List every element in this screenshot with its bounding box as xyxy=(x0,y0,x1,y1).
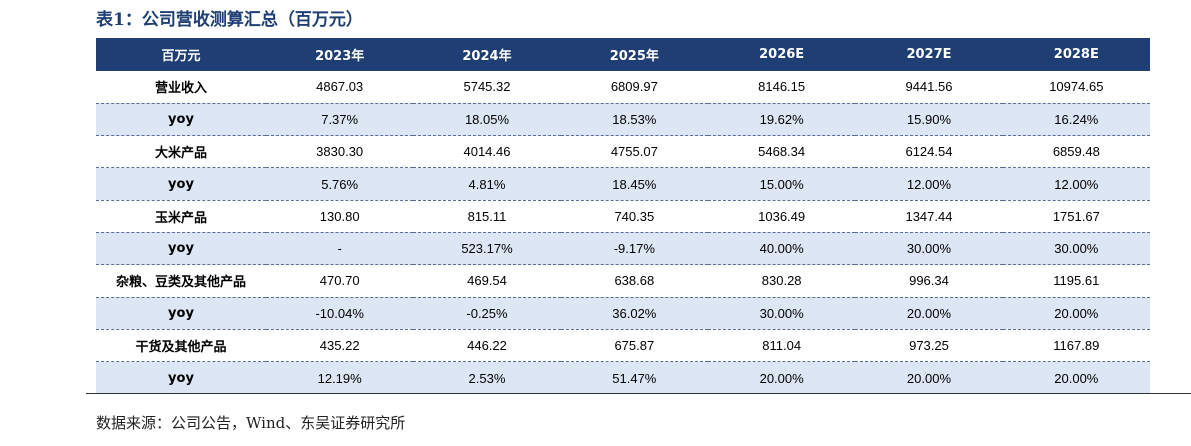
table-cell: 30.00% xyxy=(707,297,856,330)
table-row: yoy -10.04% -0.25% 36.02% 30.00% 20.00% 20.00% xyxy=(96,297,1150,330)
header-cell-2025: 2025年 xyxy=(609,49,659,64)
table-cell: 830.28 xyxy=(707,264,856,298)
table-cell: 20.00% xyxy=(855,297,1003,330)
table-cell: 675.87 xyxy=(560,329,708,363)
table-cell: -10.04% xyxy=(266,297,414,330)
table-row: 玉米产品 130.80 815.11 740.35 1036.49 1347.44 1751… xyxy=(96,200,1150,233)
table-row: 干货及其他产品 435.22 446.22 675.87 811.04 973.25 116… xyxy=(96,329,1150,363)
row-label: yoy xyxy=(96,103,266,137)
table-row: yoy 12.19% 2.53% 51.47% 20.00% 20.00% 20.00% xyxy=(96,361,1150,394)
table-cell: 1195.61 xyxy=(1002,264,1150,298)
table-cell: 130.80 xyxy=(266,200,414,233)
table-cell: 40.00% xyxy=(707,232,856,266)
table-cell: 815.11 xyxy=(413,200,561,233)
row-label: 营业收入 xyxy=(96,71,266,104)
table-cell: 1347.44 xyxy=(855,200,1003,233)
table-cell: 18.45% xyxy=(560,167,708,201)
table-cell: 523.17% xyxy=(413,232,561,266)
table-cell: 19.62% xyxy=(707,103,856,137)
header-cell-2026e: 2026E xyxy=(759,47,805,62)
table-cell: 15.90% xyxy=(855,103,1003,137)
row-label: 杂粮、豆类及其他产品 xyxy=(96,264,266,298)
row-label: 大米产品 xyxy=(96,135,266,169)
table-cell: 18.05% xyxy=(413,103,561,137)
header-cell-2027e: 2027E xyxy=(906,47,952,62)
source-note: 数据来源：公司公告，Wind、东吴证券研究所 xyxy=(96,414,406,432)
row-label: yoy xyxy=(96,297,266,330)
table-header: 百万元 2023年 2024年 2025年 2026E 2027E 2028E xyxy=(96,38,1150,71)
table-cell: 470.70 xyxy=(266,264,414,298)
table-cell: 6859.48 xyxy=(1002,135,1150,169)
table-cell: 1167.89 xyxy=(1002,329,1150,363)
table-cell: 9441.56 xyxy=(855,71,1003,104)
table-cell: 5745.32 xyxy=(413,71,561,104)
table-cell: 4014.46 xyxy=(413,135,561,169)
header-cell-2024: 2024年 xyxy=(462,49,512,64)
table-cell: 12.00% xyxy=(855,167,1003,201)
table-row: yoy 7.37% 18.05% 18.53% 19.62% 15.90% 16.24% xyxy=(96,103,1150,137)
table-cell: 12.19% xyxy=(317,370,362,386)
table-cell: 30.00% xyxy=(855,232,1003,266)
table-cell: 4867.03 xyxy=(266,71,414,104)
table-row: yoy 5.76% 4.81% 18.45% 15.00% 12.00% 12.00% xyxy=(96,167,1150,201)
revenue-forecast-table: 百万元 2023年 2024年 2025年 2026E 2027E 2028E … xyxy=(96,38,1150,394)
table-cell: - xyxy=(266,232,414,266)
table-cell: 5468.34 xyxy=(707,135,856,169)
table-cell: 20.00% xyxy=(759,370,804,386)
table-cell: 20.00% xyxy=(1054,370,1099,386)
table-cell: 16.24% xyxy=(1002,103,1150,137)
table-cell: -0.25% xyxy=(413,297,561,330)
table-cell: 638.68 xyxy=(560,264,708,298)
table-cell: 51.47% xyxy=(612,370,657,386)
table-row: 大米产品 3830.30 4014.46 4755.07 5468.34 6124.54 6… xyxy=(96,135,1150,169)
row-label: yoy xyxy=(96,167,266,201)
table-cell: 8146.15 xyxy=(707,71,856,104)
bottom-rule xyxy=(86,393,1191,394)
table-cell: 996.34 xyxy=(855,264,1003,298)
table-cell: 469.54 xyxy=(413,264,561,298)
table-cell: 4.81% xyxy=(413,167,561,201)
table-cell: 2.53% xyxy=(468,370,506,386)
table-cell: 30.00% xyxy=(1002,232,1150,266)
table-title: 表1：公司营收测算汇总（百万元） xyxy=(96,10,363,30)
table-body: 营业收入 4867.03 5745.32 6809.97 8146.15 9441.56 1… xyxy=(96,71,1150,394)
table-cell: 7.37% xyxy=(266,103,414,137)
table-cell: 20.00% xyxy=(906,370,952,386)
table-row: 营业收入 4867.03 5745.32 6809.97 8146.15 9441.56 1… xyxy=(96,71,1150,104)
table-cell: -9.17% xyxy=(560,232,708,266)
table-cell: 811.04 xyxy=(707,329,856,363)
row-label: 干货及其他产品 xyxy=(96,329,266,363)
table-cell: 12.00% xyxy=(1002,167,1150,201)
table-cell: 446.22 xyxy=(413,329,561,363)
table-cell: 1751.67 xyxy=(1002,200,1150,233)
header-cell-2028e: 2028E xyxy=(1053,47,1099,62)
table-cell: 18.53% xyxy=(560,103,708,137)
table-cell: 3830.30 xyxy=(266,135,414,169)
header-cell-2023: 2023年 xyxy=(315,49,365,64)
table-cell: 20.00% xyxy=(1002,297,1150,330)
table-cell: 6124.54 xyxy=(855,135,1003,169)
table-cell: 973.25 xyxy=(855,329,1003,363)
table-cell: 1036.49 xyxy=(707,200,856,233)
table-cell: 5.76% xyxy=(266,167,414,201)
table-cell: 6809.97 xyxy=(560,71,708,104)
row-label: yoy xyxy=(168,370,194,386)
table-row: 杂粮、豆类及其他产品 470.70 469.54 638.68 830.28 996.34… xyxy=(96,264,1150,298)
table-cell: 36.02% xyxy=(560,297,708,330)
table-cell: 435.22 xyxy=(266,329,414,363)
table-cell: 740.35 xyxy=(560,200,708,233)
table-cell: 4755.07 xyxy=(560,135,708,169)
row-label: yoy xyxy=(96,232,266,266)
header-cell-unit: 百万元 xyxy=(161,49,201,64)
row-label: 玉米产品 xyxy=(96,200,266,233)
table-cell: 10974.65 xyxy=(1002,71,1150,104)
table-cell: 15.00% xyxy=(707,167,856,201)
table-row: yoy -523.17% -9.17% 40.00% 30.00% 30.00% xyxy=(96,232,1150,266)
header-row: 百万元 2023年 2024年 2025年 2026E 2027E 2028E xyxy=(96,38,1150,71)
